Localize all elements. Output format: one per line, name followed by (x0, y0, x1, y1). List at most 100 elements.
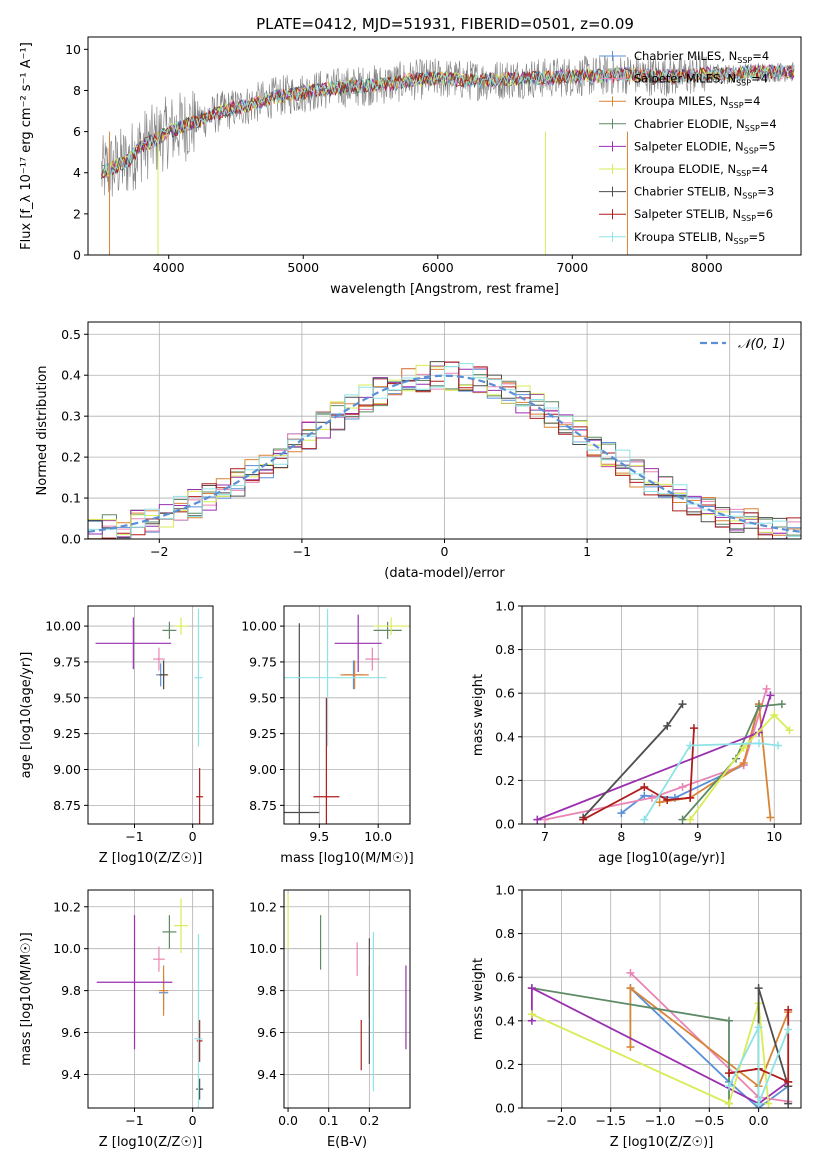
plot-area: 𝒩(0, 1) (88, 337, 801, 539)
mass-weight-point (725, 1016, 734, 1025)
x-tick-label: 7 (541, 829, 549, 844)
y-axis-label: Flux [f_λ 10⁻¹⁷ erg cm⁻² s⁻¹ A⁻¹] (19, 42, 34, 250)
mass-weight-point (678, 815, 687, 824)
mass-weight-line (629, 986, 790, 1088)
y-tick-label: 6 (73, 124, 81, 139)
mass-weight-point (754, 1099, 763, 1108)
panel-spectrum: Chabrier MILES, NSSP=4 Salpeter MILES, NS… (19, 36, 802, 297)
mass-weight-line (728, 1009, 790, 1084)
mass-weight-point (678, 700, 687, 709)
mass-weight-line (689, 713, 791, 821)
mass-weight-point (785, 726, 794, 735)
mass-weight-line (659, 703, 772, 818)
model-spectrum-line (101, 65, 795, 179)
y-tick-label: 9.50 (249, 690, 277, 705)
x-tick-label: 0 (441, 544, 449, 559)
mass-weight-line (643, 742, 779, 821)
y-tick-label: 9.50 (53, 690, 81, 705)
x-tick-label: 0 (189, 829, 197, 844)
mass-weight-point (725, 1099, 734, 1108)
series (527, 968, 793, 1108)
plot-area (96, 898, 204, 1108)
x-tick-label: 2 (726, 544, 734, 559)
mass-weight-point (784, 1025, 793, 1034)
y-tick-label: 9.6 (257, 1025, 277, 1040)
y-tick-label: 2 (73, 206, 81, 221)
y-tick-label: 10.00 (45, 619, 81, 634)
histograms (88, 361, 801, 539)
legend-label: 𝒩(0, 1) (738, 337, 785, 352)
axes-frame (521, 889, 802, 1109)
mass-weight-point (579, 815, 588, 824)
y-tick-label: 4 (73, 165, 81, 180)
y-tick-label: 1.0 (495, 599, 515, 614)
x-axis-label: mass [log10(M/M☉)] (280, 851, 413, 866)
mass-weight-point (784, 1077, 793, 1086)
y-tick-label: 9.25 (53, 726, 81, 741)
mass-weight-point (686, 793, 695, 802)
y-tick-label: 9.8 (61, 983, 81, 998)
legend-label: Kroupa STELIB, NSSP=5 (634, 230, 765, 246)
axes-frame (87, 889, 214, 1109)
y-tick-label: 9.00 (53, 762, 81, 777)
y-tick-label: 1.0 (495, 883, 515, 898)
x-tick-label: 0.0 (278, 1113, 298, 1128)
x-tick-label: 5000 (287, 260, 319, 275)
y-tick-label: 8 (73, 83, 81, 98)
mass-weight-point (739, 743, 748, 752)
model-spectrum-line (101, 64, 795, 176)
legend-label: Chabrier STELIB, NSSP=3 (634, 185, 774, 201)
x-tick-label: 8000 (691, 260, 723, 275)
panel-residuals: 𝒩(0, 1) −2 −1 0 1 2 0.0 0.1 0.2 0.3 0.4 0.5 (data-mo… (35, 321, 802, 581)
panel-age-vs-mass: 9.5 10.0 8.75 9.00 9.25 9.50 9.75 10.00 mass [lo… (241, 605, 414, 866)
x-tick-label: −1 (293, 544, 311, 559)
errorbars (95, 608, 204, 824)
y-tick-label: 0.2 (61, 450, 81, 465)
mass-weight-point (764, 1099, 773, 1108)
mass-weight-point (640, 782, 649, 791)
legend: Chabrier MILES, NSSP=4 Salpeter MILES, NS… (599, 49, 777, 246)
y-tick-label: 10.2 (53, 899, 81, 914)
errorbars (284, 608, 409, 824)
mass-weight-line (629, 987, 789, 1108)
mass-weight-point (754, 1023, 763, 1032)
y-tick-label: 0.4 (495, 1013, 515, 1028)
errorbars (287, 894, 407, 1092)
y-tick-label: 9.25 (249, 726, 277, 741)
mass-weight-point (655, 798, 664, 807)
y-tick-label: 0.6 (495, 970, 515, 985)
y-tick-label: 0.5 (61, 327, 81, 342)
y-axis-label: mass weight (471, 958, 486, 1040)
legend-label: Chabrier MILES, NSSP=4 (634, 49, 769, 65)
mass-weight-point (663, 796, 672, 805)
mass-weight-line (531, 1003, 770, 1105)
axes-frame (283, 889, 411, 1109)
errorbars (96, 898, 204, 1108)
y-tick-label: 8.75 (249, 798, 277, 813)
y-tick-label: 10.0 (249, 941, 277, 956)
axes-frame (283, 605, 411, 825)
x-tick-label: 0.0 (749, 1113, 769, 1128)
mass-weight-line (531, 986, 789, 1105)
y-tick-label: 0.1 (61, 491, 81, 506)
y-axis-label: mass weight (471, 674, 486, 756)
x-axis-label: Z [log10(Z/Z☉)] (610, 1135, 714, 1150)
mass-weight-point (784, 1099, 793, 1108)
plot-area (527, 968, 793, 1108)
y-tick-label: 10.0 (53, 941, 81, 956)
mass-weight-point (739, 758, 748, 767)
y-tick-label: 9.6 (61, 1025, 81, 1040)
y-tick-label: 9.00 (249, 762, 277, 777)
series (533, 684, 794, 824)
panel-age-vs-z: −1 0 8.75 9.00 9.25 9.50 9.75 10.00 Z [log10(Z/Z… (19, 605, 214, 866)
mass-weight-point (725, 1069, 734, 1078)
y-tick-label: 0.3 (61, 409, 81, 424)
mass-weight-point (686, 815, 695, 824)
mass-weight-point (647, 793, 656, 802)
plot-area (284, 608, 409, 824)
spectrum-lines (101, 55, 795, 255)
panel-mass-vs-z: −1 0 9.4 9.6 9.8 10.0 10.2 Z [log10(Z/Z☉)] mass … (19, 889, 214, 1150)
x-axis-label: age [log10(age/yr)] (598, 851, 725, 866)
panel-mass-vs-ebv: 0.0 0.1 0.2 9.4 9.6 9.8 10.0 10.2 E(B-V) (249, 889, 411, 1150)
x-tick-label: 9.5 (309, 829, 329, 844)
